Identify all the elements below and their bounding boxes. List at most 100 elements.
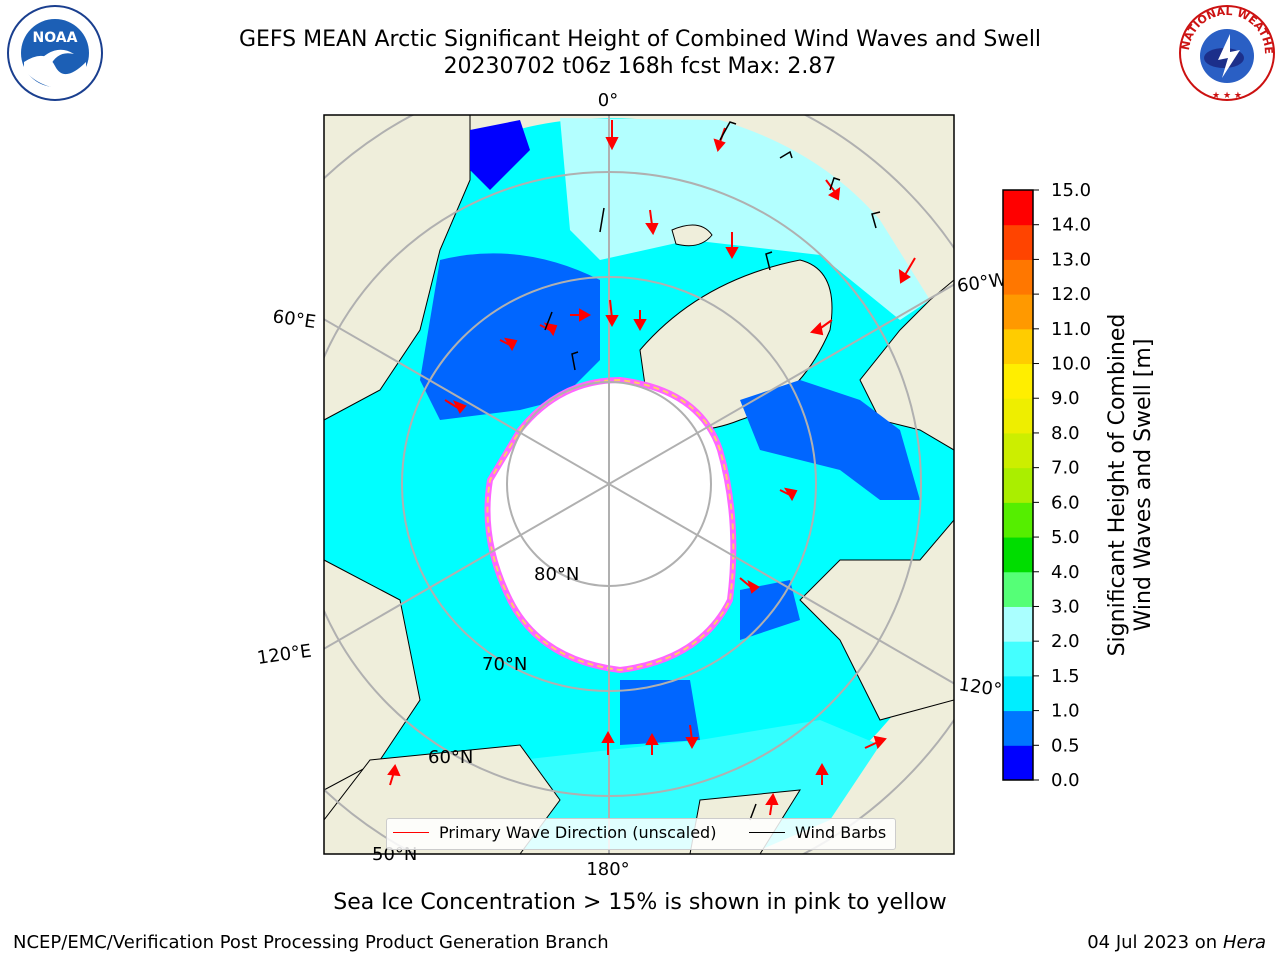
colorbar-label-line1: Significant Height of Combined bbox=[1105, 314, 1130, 657]
wave-arrow bbox=[779, 487, 798, 502]
colorbar-frame bbox=[1002, 189, 1034, 781]
colorbar-segment bbox=[1003, 537, 1033, 573]
wave-arrow bbox=[444, 399, 467, 414]
legend-wave-direction: Primary Wave Direction (unscaled) bbox=[393, 823, 716, 842]
graticule bbox=[324, 115, 954, 854]
colorbar-tick-label: 6.0 bbox=[1051, 492, 1080, 513]
footer-date: 04 Jul 2023 on Hera bbox=[1087, 932, 1266, 953]
wave-arrow bbox=[765, 792, 779, 816]
colorbar-tick-label: 13.0 bbox=[1051, 249, 1091, 270]
colorbar-segment bbox=[1003, 224, 1033, 260]
map-frame bbox=[323, 114, 955, 855]
wave-arrow bbox=[825, 179, 841, 201]
colorbar-tick-label: 8.0 bbox=[1051, 423, 1080, 444]
wind-barb bbox=[599, 207, 605, 233]
colorbar-tick-label: 11.0 bbox=[1051, 319, 1091, 340]
lat-label-80n: 80°N bbox=[534, 564, 579, 585]
colorbar-tick-label: 12.0 bbox=[1051, 284, 1091, 305]
colorbar-tick-label: 3.0 bbox=[1051, 596, 1080, 617]
chart-subtitle: 20230702 t06z 168h fcst Max: 2.87 bbox=[443, 54, 837, 79]
legend-barb-line-icon bbox=[749, 832, 785, 833]
wave-arrows bbox=[387, 120, 916, 816]
land-canada-west bbox=[799, 519, 954, 721]
colorbar-tick-label: 0.5 bbox=[1051, 735, 1080, 756]
wave-arrow bbox=[645, 209, 659, 236]
lon-label-60e: 60°E bbox=[271, 306, 317, 333]
colorbar-tick-label: 9.0 bbox=[1051, 388, 1080, 409]
wave-arrow bbox=[898, 257, 916, 284]
lat-label-60n: 60°N bbox=[428, 747, 473, 768]
ocean-wave-light-north bbox=[560, 118, 930, 320]
colorbar-segment bbox=[1003, 467, 1033, 503]
colorbar-tick-label: 1.5 bbox=[1051, 666, 1080, 687]
lon-label-0: 0° bbox=[598, 90, 618, 111]
colorbar-segment bbox=[1003, 710, 1033, 746]
lon-label-60w: 60°W bbox=[956, 269, 1008, 297]
noaa-logo-text: NOAA bbox=[33, 30, 78, 46]
land-canada-east bbox=[859, 279, 954, 451]
colorbar-segment bbox=[1003, 190, 1033, 226]
wave-arrow bbox=[809, 319, 833, 336]
wave-arrow bbox=[601, 730, 615, 755]
lat-label-70n: 70°N bbox=[482, 654, 527, 675]
colorbar-segment bbox=[1003, 363, 1033, 399]
colorbar-tick-label: 4.0 bbox=[1051, 562, 1080, 583]
legend-barb-label: Wind Barbs bbox=[795, 823, 887, 842]
wind-barb bbox=[871, 211, 881, 229]
colorbar-tick-label: 0.0 bbox=[1051, 770, 1080, 791]
land-scandinavia bbox=[324, 115, 471, 421]
ocean-wave-low-barents bbox=[420, 253, 600, 420]
footer-host: Hera bbox=[1222, 932, 1266, 953]
ocean-wave-lowest-baltic bbox=[470, 120, 530, 190]
footer-branch: NCEP/EMC/Verification Post Processing Pr… bbox=[13, 932, 609, 953]
ocean-wave-low-beaufort bbox=[740, 580, 800, 640]
colorbar-segment bbox=[1003, 502, 1033, 538]
wind-barb bbox=[719, 121, 737, 141]
colorbar-tick-label: 2.0 bbox=[1051, 631, 1080, 652]
lon-label-180: 180° bbox=[586, 859, 629, 880]
nws-logo-icon: NATIONAL WEATHER SERVICE ★ ★ ★ bbox=[1174, 0, 1276, 102]
wave-arrow bbox=[633, 310, 647, 332]
noaa-logo-icon: NOAA bbox=[6, 4, 104, 102]
wind-barb bbox=[571, 351, 579, 371]
colorbar-tick-label: 5.0 bbox=[1051, 527, 1080, 548]
land-iceland bbox=[671, 224, 713, 247]
colorbar-tick-label: 14.0 bbox=[1051, 215, 1091, 236]
ocean-wave-low-bering bbox=[620, 680, 700, 745]
colorbar-segment bbox=[1003, 606, 1033, 642]
legend-wind-barbs: Wind Barbs bbox=[749, 823, 886, 842]
wave-arrow bbox=[815, 762, 829, 785]
colorbar-segment bbox=[1003, 328, 1033, 365]
svg-text:★ ★ ★: ★ ★ ★ bbox=[1212, 91, 1242, 101]
colorbar-segment bbox=[1003, 745, 1033, 781]
legend-wave-label: Primary Wave Direction (unscaled) bbox=[439, 823, 717, 842]
colorbar-segment bbox=[1003, 571, 1033, 607]
colorbar-segment bbox=[1003, 294, 1033, 330]
wave-arrow bbox=[499, 337, 518, 352]
wave-arrow bbox=[539, 322, 558, 337]
wave-arrow bbox=[570, 308, 592, 322]
colorbar-segment bbox=[1003, 675, 1033, 712]
wave-arrow bbox=[864, 735, 887, 750]
wind-barb bbox=[829, 177, 841, 191]
wind-barb bbox=[749, 803, 757, 821]
wave-arrow bbox=[387, 764, 401, 786]
colorbar-segment bbox=[1003, 641, 1033, 677]
wind-barbs bbox=[544, 121, 881, 821]
wave-arrow bbox=[605, 299, 619, 328]
wind-barb bbox=[765, 251, 773, 271]
wave-arrow bbox=[645, 732, 659, 755]
colorbar-label-line2: Wind Waves and Swell [m] bbox=[1131, 339, 1156, 632]
land-siberia-west bbox=[324, 559, 421, 791]
chart-title: GEFS MEAN Arctic Significant Height of C… bbox=[238, 27, 1042, 52]
colorbar-segment bbox=[1003, 398, 1033, 434]
wave-arrow bbox=[685, 724, 699, 750]
wave-arrow bbox=[725, 232, 739, 260]
wind-barb bbox=[544, 311, 553, 331]
ocean-wave-low-baffin bbox=[740, 380, 920, 500]
legend-wave-line-icon bbox=[393, 832, 429, 833]
map-caption: Sea Ice Concentration > 15% is shown in … bbox=[333, 890, 947, 915]
colorbar-tick-label: 15.0 bbox=[1051, 180, 1091, 201]
colorbar-tick-label: 7.0 bbox=[1051, 458, 1080, 479]
